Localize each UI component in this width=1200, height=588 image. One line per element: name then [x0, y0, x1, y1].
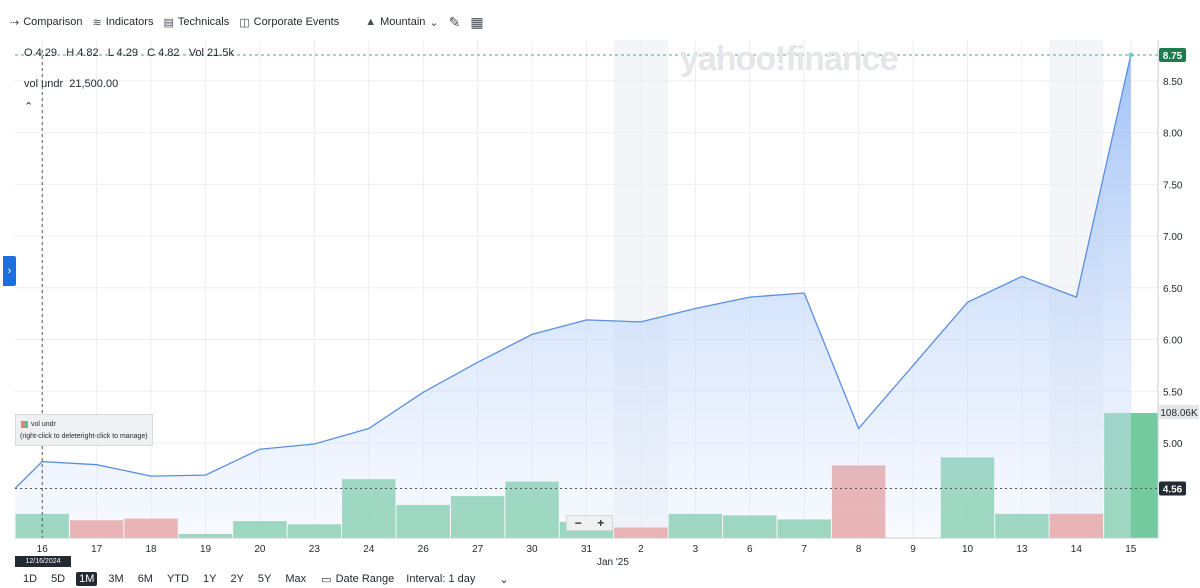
pencil-icon: ✎	[448, 13, 461, 30]
chevron-right-icon: ›	[7, 265, 12, 277]
chevron-down-icon: ⌄	[499, 573, 509, 586]
x-tick-label: 17	[91, 544, 103, 555]
table-view-button[interactable]: ▦	[470, 14, 483, 31]
x-tick-label: 20	[254, 544, 266, 555]
y-tick-label: 5.00	[1163, 439, 1183, 450]
range-button-max[interactable]: Max	[285, 573, 307, 585]
reference-price-badge-bg	[1159, 481, 1186, 496]
x-tick-label: 2	[638, 544, 644, 555]
y-tick-label: 7.00	[1163, 232, 1183, 243]
indicators-label: Indicators	[105, 16, 154, 28]
chart-type-label: Mountain	[380, 16, 426, 28]
x-tick-label: 16	[37, 544, 49, 555]
indicators-button[interactable]: ≋ Indicators	[93, 16, 154, 29]
volume-legend[interactable]: vol undr (right-click to deleteright-cli…	[15, 414, 153, 446]
table-icon: ▦	[470, 13, 484, 30]
last-price-badge-bg	[1159, 48, 1186, 62]
range-button-ytd[interactable]: YTD	[166, 573, 189, 585]
x-tick-label: 8	[856, 544, 862, 555]
x-tick-label: 19	[200, 544, 212, 555]
corporate-events-label: Corporate Events	[253, 16, 340, 28]
range-button-5d[interactable]: 5D	[51, 573, 66, 585]
x-tick-label: 27	[472, 544, 484, 555]
zoom-control: − +	[566, 515, 613, 531]
zoom-out-button[interactable]: −	[574, 516, 582, 530]
calendar-icon: ▭	[321, 573, 332, 586]
date-range-label: Date Range	[335, 573, 395, 585]
indicator-value: 21,500.00	[69, 78, 119, 90]
x-tick-label: 23	[309, 544, 321, 555]
last-price-point	[1128, 52, 1134, 58]
range-button-5y[interactable]: 5Y	[257, 573, 272, 585]
technicals-button[interactable]: ▤ Technicals	[163, 16, 229, 29]
y-tick-label: 7.50	[1163, 180, 1183, 191]
date-range-button[interactable]: ▭ Date Range	[321, 573, 394, 586]
comparison-button[interactable]: ⇢ Comparison	[10, 16, 83, 29]
range-button-2y[interactable]: 2Y	[230, 573, 244, 585]
y-tick-label: 6.50	[1163, 284, 1183, 295]
volume-max-badge-bg	[1159, 405, 1199, 419]
legend-hint: (right-click to deleteright-click to man…	[20, 433, 148, 440]
range-bar: 1D 5D 1M 3M 6M YTD 1Y 2Y 5Y Max ▭ Date Range Inte…	[0, 570, 1200, 588]
price-area	[15, 55, 1131, 538]
range-button-1m[interactable]: 1M	[76, 572, 98, 586]
zoom-in-button[interactable]: +	[597, 516, 605, 530]
expand-panel-button[interactable]: ›	[3, 256, 16, 286]
y-tick-label: 8.00	[1163, 129, 1183, 140]
ohlc-readout: O 4.29 H 4.82 L 4.29 C 4.82 Vol 21.5k	[24, 47, 234, 59]
chart-toolbar: ⇢ Comparison ≋ Indicators ▤ Technicals ◫…	[0, 0, 1200, 44]
x-tick-label: 30	[527, 544, 539, 555]
y-tick-label: 8.50	[1163, 77, 1183, 88]
range-button-1y[interactable]: 1Y	[202, 573, 217, 585]
comparison-label: Comparison	[23, 16, 83, 28]
last-price-badge: 8.75	[1163, 51, 1183, 62]
collapse-caret-icon[interactable]: ⌃	[24, 101, 34, 113]
technicals-label: Technicals	[177, 16, 230, 28]
range-buttons: 1D 5D 1M 3M 6M YTD 1Y 2Y 5Y Max	[0, 572, 309, 586]
legend-swatch	[21, 421, 28, 428]
corporate-events-button[interactable]: ◫ Corporate Events	[239, 16, 339, 29]
x-tick-label: 13	[1016, 544, 1028, 555]
x-tick-label: 3	[693, 544, 699, 555]
price-line	[14, 54, 1132, 489]
x-tick-label: 7	[801, 544, 807, 555]
comparison-icon: ⇢	[10, 16, 20, 29]
x-tick-label: 6	[747, 544, 753, 555]
interval-label: Interval: 1 day	[406, 573, 476, 585]
range-button-6m[interactable]: 6M	[137, 573, 153, 585]
x-year-label: Jan '25	[597, 557, 629, 568]
indicator-readout: vol undr 21,500.00	[24, 78, 118, 90]
x-tick-label: 15	[1125, 544, 1137, 555]
range-button-3m[interactable]: 3M	[108, 573, 124, 585]
corporate-events-icon: ◫	[239, 16, 250, 29]
x-tick-label: 14	[1071, 544, 1083, 555]
indicators-icon: ≋	[92, 16, 102, 29]
chart-type-dropdown[interactable]: ▲ Mountain ⌄	[365, 16, 438, 29]
x-tick-label: 24	[363, 544, 375, 555]
x-tick-label: 26	[418, 544, 430, 555]
draw-button[interactable]: ✎	[449, 14, 461, 31]
technicals-icon: ▤	[163, 16, 174, 29]
x-tick-label: 9	[910, 544, 916, 555]
x-tick-label: 10	[962, 544, 974, 555]
x-tick-label: 31	[581, 544, 593, 555]
x-tick-label: 18	[146, 544, 158, 555]
reference-price-badge: 4.56	[1163, 485, 1183, 496]
volume-max-label: 108.06K	[1160, 408, 1198, 419]
mountain-icon: ▲	[365, 16, 377, 28]
legend-entry: vol undr	[21, 421, 56, 428]
interval-dropdown[interactable]: Interval: 1 day ⌄	[406, 573, 508, 586]
range-button-1d[interactable]: 1D	[23, 573, 38, 585]
legend-label: vol undr	[31, 421, 56, 428]
y-tick-label: 5.50	[1163, 387, 1183, 398]
indicator-label: vol undr	[24, 78, 64, 90]
crosshair-date-tag: 12/16/2024	[15, 556, 71, 567]
yahoo-finance-watermark: yahoo!finance	[680, 40, 898, 78]
chevron-down-icon: ⌄	[429, 16, 439, 29]
y-tick-label: 6.00	[1163, 336, 1183, 347]
